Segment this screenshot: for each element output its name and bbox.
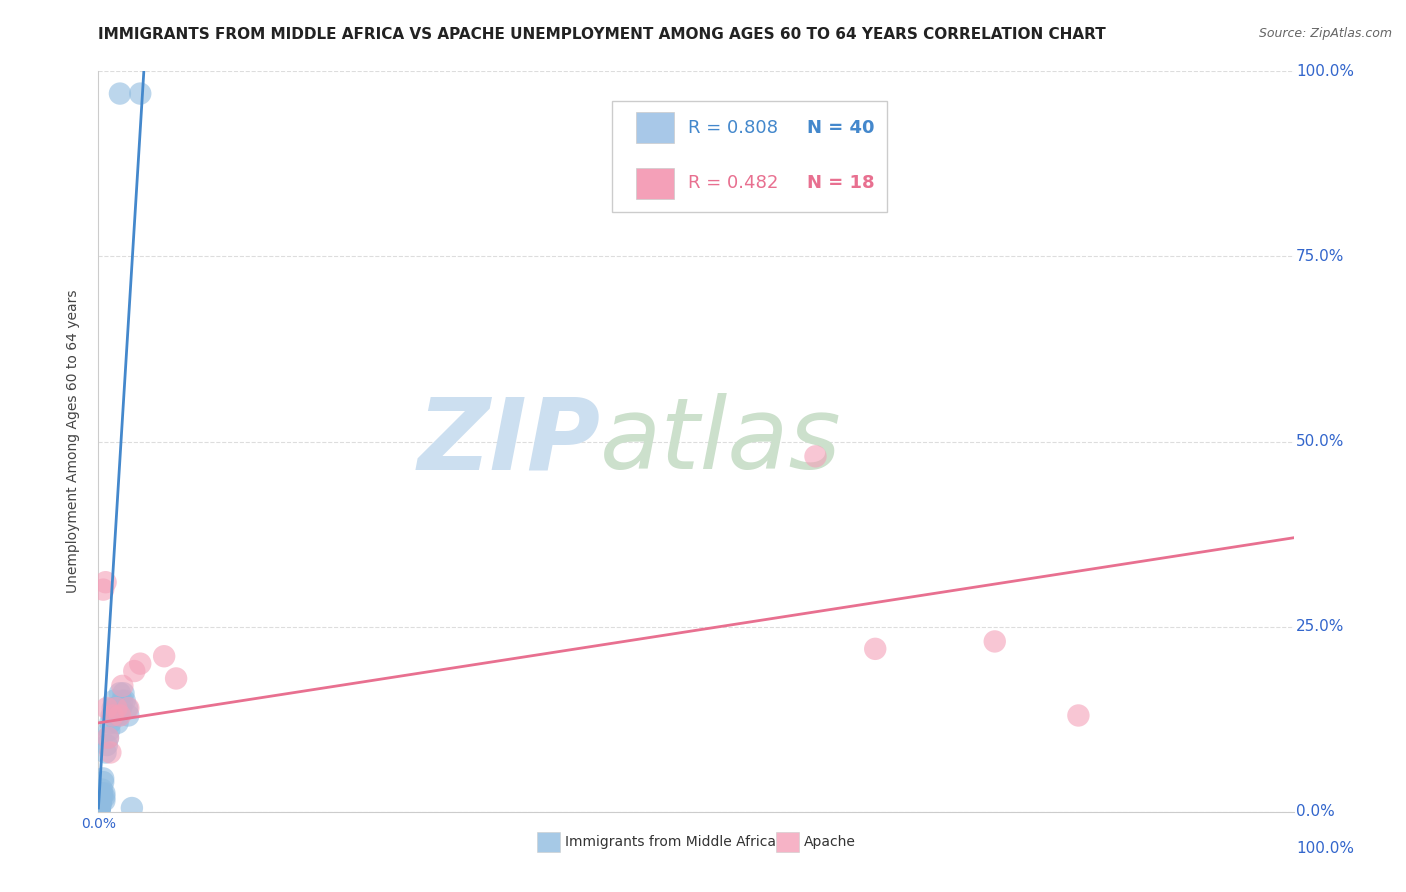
Text: 0.0%: 0.0%	[1296, 805, 1334, 819]
Text: 25.0%: 25.0%	[1296, 619, 1344, 634]
Point	[104, 708, 127, 723]
Point	[89, 798, 111, 813]
Y-axis label: Unemployment Among Ages 60 to 64 years: Unemployment Among Ages 60 to 64 years	[66, 290, 80, 593]
Point	[90, 796, 112, 810]
Point	[107, 715, 129, 730]
Point	[91, 786, 114, 800]
Point	[91, 789, 114, 804]
Text: 50.0%: 50.0%	[1296, 434, 1344, 449]
Text: R = 0.808: R = 0.808	[688, 119, 778, 136]
Point	[100, 708, 122, 723]
FancyBboxPatch shape	[636, 168, 675, 199]
Text: 100.0%: 100.0%	[1296, 64, 1354, 78]
Point	[863, 641, 886, 656]
Text: Immigrants from Middle Africa: Immigrants from Middle Africa	[565, 835, 776, 849]
Point	[105, 701, 128, 715]
Point	[91, 772, 114, 786]
Point	[111, 679, 134, 693]
Point	[114, 694, 136, 708]
Point	[111, 694, 134, 708]
Point	[112, 686, 135, 700]
Text: N = 40: N = 40	[807, 119, 875, 136]
Text: Apache: Apache	[804, 835, 856, 849]
Point	[93, 786, 115, 800]
Point	[97, 731, 120, 745]
Point	[96, 701, 118, 715]
Point	[108, 686, 131, 700]
Point	[124, 664, 146, 678]
Point	[89, 803, 111, 817]
Point	[91, 782, 114, 797]
Point	[89, 802, 111, 816]
Point	[117, 701, 139, 715]
Point	[107, 708, 129, 723]
Point	[97, 731, 120, 745]
Point	[94, 746, 117, 760]
Point	[115, 701, 138, 715]
Point	[91, 582, 114, 597]
Point	[90, 797, 112, 812]
Point	[94, 575, 117, 590]
Text: atlas: atlas	[600, 393, 842, 490]
Point	[98, 715, 122, 730]
Text: 100.0%: 100.0%	[1296, 841, 1354, 856]
Text: Source: ZipAtlas.com: Source: ZipAtlas.com	[1258, 27, 1392, 40]
Point	[101, 708, 124, 723]
Text: R = 0.482: R = 0.482	[688, 174, 778, 192]
Text: IMMIGRANTS FROM MIDDLE AFRICA VS APACHE UNEMPLOYMENT AMONG AGES 60 TO 64 YEARS C: IMMIGRANTS FROM MIDDLE AFRICA VS APACHE …	[98, 27, 1107, 42]
Point	[96, 738, 118, 752]
Point	[91, 775, 114, 789]
Point	[165, 672, 187, 686]
Point	[93, 789, 115, 804]
Point	[105, 701, 128, 715]
Point	[101, 701, 124, 715]
Point	[103, 694, 125, 708]
Point	[93, 794, 115, 808]
Point	[1067, 708, 1090, 723]
Point	[89, 799, 111, 814]
Point	[89, 801, 111, 815]
Point	[110, 701, 132, 715]
Point	[89, 800, 111, 814]
Point	[804, 450, 827, 464]
Text: N = 18: N = 18	[807, 174, 875, 192]
Point	[983, 634, 1005, 648]
Point	[129, 657, 152, 671]
Point	[108, 87, 131, 101]
Text: 75.0%: 75.0%	[1296, 249, 1344, 264]
Point	[117, 708, 139, 723]
Point	[108, 708, 131, 723]
Point	[121, 801, 143, 815]
Point	[89, 803, 111, 817]
Text: ZIP: ZIP	[418, 393, 600, 490]
Point	[153, 649, 176, 664]
Point	[98, 723, 121, 738]
Point	[90, 794, 112, 808]
FancyBboxPatch shape	[612, 101, 887, 212]
Point	[98, 746, 122, 760]
Point	[129, 87, 152, 101]
FancyBboxPatch shape	[636, 112, 675, 144]
